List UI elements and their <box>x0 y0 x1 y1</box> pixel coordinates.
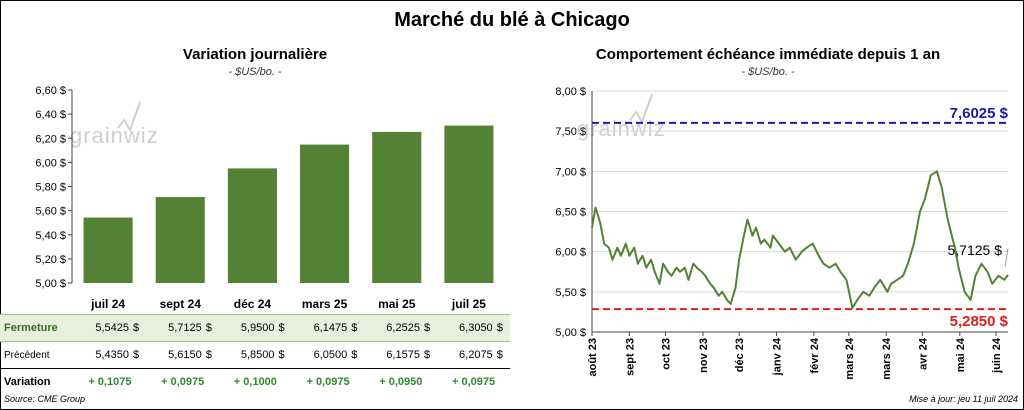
y-tick-label: 7,00 $ <box>555 166 586 178</box>
x-tick-label: juin 24 <box>991 337 1003 374</box>
y-tick-label: 5,20 $ <box>35 254 66 266</box>
y-tick-label: 5,00 $ <box>35 278 66 290</box>
grainwiz-logo: grainwiz <box>577 93 666 141</box>
cell-variation: + 0,0975 <box>146 368 219 395</box>
row-label: Variation <box>0 368 74 395</box>
cell-currency: $ <box>276 314 292 342</box>
cell-currency: $ <box>421 314 438 342</box>
y-tick-label: 6,60 $ <box>35 85 66 97</box>
price-series-line <box>591 170 1009 309</box>
source-note: Source: CME Group <box>4 394 86 404</box>
x-tick-label: mars 24 <box>881 337 893 379</box>
cell-value: 5,9500 <box>219 314 277 342</box>
cell-value: 5,6150 <box>168 349 202 361</box>
y-tick-label: 5,40 $ <box>35 230 66 242</box>
x-tick-label: août 23 <box>587 338 599 377</box>
line-chart: grainwiz 5,00 $ 5,50 $ 6,00 $ 6,50 $ 7,00 $ 7… <box>555 86 1009 380</box>
cell-variation: + 0,0975 <box>437 368 510 395</box>
row-label: Précédent <box>4 349 50 361</box>
last-value-label: 5,7125 $ <box>948 242 1003 258</box>
cell-value: 6,1575 <box>386 349 420 361</box>
cell-value: 6,2525 <box>364 314 422 342</box>
y-tick-label: 8,00 $ <box>555 86 586 98</box>
cell-currency: $ <box>496 349 503 361</box>
high-reference-label: 7,6025 $ <box>950 105 1009 122</box>
cell-currency: $ <box>131 314 147 342</box>
x-tick-label: avr 24 <box>917 337 929 370</box>
y-tick-label: 6,50 $ <box>555 207 586 219</box>
bar <box>444 125 494 283</box>
cell-variation: + 0,1000 <box>219 368 292 395</box>
cell-value: 6,3050 <box>437 314 495 342</box>
y-tick-label: 6,20 $ <box>35 133 66 145</box>
y-tick-label: 6,40 $ <box>35 109 66 121</box>
x-category-label: mai 25 <box>378 297 416 311</box>
x-category-label: mars 25 <box>302 297 348 311</box>
cell-variation: + 0,0950 <box>364 368 438 395</box>
x-tick-label: déc 23 <box>734 338 746 372</box>
x-tick-label: févr 24 <box>809 337 821 373</box>
cell-currency: $ <box>349 314 365 342</box>
left-chart-unit: - $US/bo. - <box>228 66 282 78</box>
main-title: Marché du blé à Chicago <box>394 9 630 31</box>
x-category-label: déc 24 <box>234 297 272 311</box>
table-row-precedent: Précédent 5,4350 $ 5,6150 $ 5,8500 $ 6,0500… <box>0 342 510 369</box>
bar-chart: grainwiz 5,00 $ 5,20 $ 5,40 $ 5,60 $ 5,80 $ 6… <box>35 85 494 311</box>
cell-value: 5,8500 <box>240 349 275 361</box>
low-reference-label: 5,2850 $ <box>950 313 1009 330</box>
cell-value: 6,1475 <box>291 314 350 342</box>
x-category-label: juil 25 <box>451 297 486 311</box>
cell-currency: $ <box>205 349 212 361</box>
grainwiz-logo: grainwiz <box>70 101 159 148</box>
cell-currency: $ <box>494 314 510 342</box>
svg-text:grainwiz: grainwiz <box>577 116 666 141</box>
cell-currency: $ <box>203 314 219 342</box>
cell-currency: $ <box>133 349 140 361</box>
x-tick-label: janv 24 <box>771 337 783 376</box>
update-note: Mise à jour: jeu 11 juil 2024 <box>909 394 1018 404</box>
y-tick-label: 6,00 $ <box>35 157 66 169</box>
x-tick-label: mai 24 <box>955 337 967 372</box>
cell-currency: $ <box>423 349 431 361</box>
cell-variation: + 0,0975 <box>291 368 365 395</box>
y-tick-label: 5,60 $ <box>35 206 66 218</box>
cell-currency: $ <box>278 349 285 361</box>
bar <box>300 144 350 283</box>
x-tick-label: oct 23 <box>661 338 673 370</box>
bar <box>227 168 277 283</box>
table-row-variation: Variation + 0,1075 + 0,0975 + 0,1000 + 0… <box>0 368 510 395</box>
y-tick-label: 5,80 $ <box>35 182 66 194</box>
y-tick-label: 5,50 $ <box>555 287 586 299</box>
cell-value: 5,5425 <box>73 314 132 342</box>
y-tick-label: 5,00 $ <box>555 327 586 339</box>
row-label: Fermeture <box>0 314 74 342</box>
bar <box>372 131 422 283</box>
svg-text:grainwiz: grainwiz <box>70 123 159 148</box>
x-tick-label: sept 23 <box>624 338 636 376</box>
y-tick-label: 6,00 $ <box>555 247 586 259</box>
x-tick-label: nov 23 <box>698 338 710 373</box>
right-chart-title: Comportement échéance immédiate depuis 1… <box>595 46 941 63</box>
futures-table: Fermeture 5,5425 $ 5,7125 $ 5,9500 $ 6,1475… <box>0 314 510 395</box>
table-row-fermeture: Fermeture 5,5425 $ 5,7125 $ 5,9500 $ 6,1475… <box>0 314 510 342</box>
y-tick-label: 7,50 $ <box>555 126 586 138</box>
cell-variation: + 0,1075 <box>73 368 147 395</box>
bar <box>83 217 133 283</box>
x-category-label: juil 24 <box>90 297 125 311</box>
last-value-leader <box>1004 248 1009 267</box>
x-tick-label: mars 24 <box>844 337 856 379</box>
cell-currency: $ <box>351 349 358 361</box>
right-chart-unit: - $US/bo. - <box>741 66 795 78</box>
cell-value: 5,4350 <box>95 349 130 361</box>
bar <box>155 197 205 283</box>
left-chart-title: Variation journalière <box>182 46 328 63</box>
cell-value: 6,0500 <box>313 349 348 361</box>
cell-value: 6,2075 <box>459 349 493 361</box>
x-category-label: sept 24 <box>160 297 202 311</box>
cell-value: 5,7125 <box>146 314 204 342</box>
